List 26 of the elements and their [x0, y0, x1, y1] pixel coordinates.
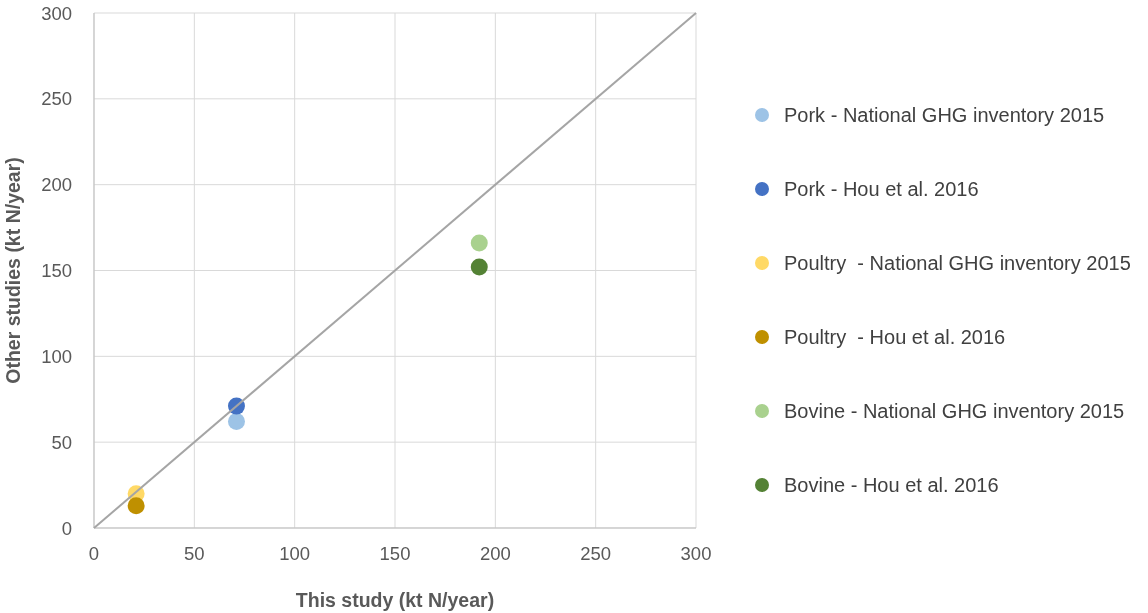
x-axis-title: This study (kt N/year) — [295, 589, 495, 611]
legend-label: Pork - Hou et al. 2016 — [784, 177, 979, 200]
x-tick-label: 150 — [379, 543, 411, 564]
y-axis-title: Other studies (kt N/year) — [2, 157, 24, 384]
point — [227, 413, 245, 431]
x-tick-label: 300 — [680, 543, 712, 564]
legend-label: Poultry - Hou et al. 2016 — [784, 325, 1006, 348]
legend-label: Pork - National GHG inventory 2015 — [784, 103, 1105, 126]
y-tick-label: 150 — [41, 260, 72, 281]
x-tick-label: 50 — [184, 543, 205, 564]
y-tick-label: 250 — [41, 88, 72, 110]
y-tick-label: 100 — [41, 345, 72, 367]
y-tick-label: 50 — [51, 431, 72, 453]
legend-label: Bovine - Hou et al. 2016 — [784, 473, 999, 496]
legend-label: Poultry - National GHG inventory 2015 — [784, 251, 1131, 274]
y-tick-label: 200 — [41, 174, 72, 196]
point — [127, 497, 145, 515]
x-tick-label: 100 — [279, 543, 311, 564]
y-tick-label: 0 — [61, 517, 72, 539]
legend-label: Bovine - National GHG inventory 2015 — [784, 399, 1125, 422]
point — [470, 234, 488, 252]
x-tick-label: 200 — [479, 543, 511, 564]
point — [470, 258, 488, 276]
y-tick-label: 300 — [41, 2, 72, 24]
x-tick-label: 0 — [88, 543, 100, 564]
x-tick-label: 250 — [580, 543, 612, 564]
